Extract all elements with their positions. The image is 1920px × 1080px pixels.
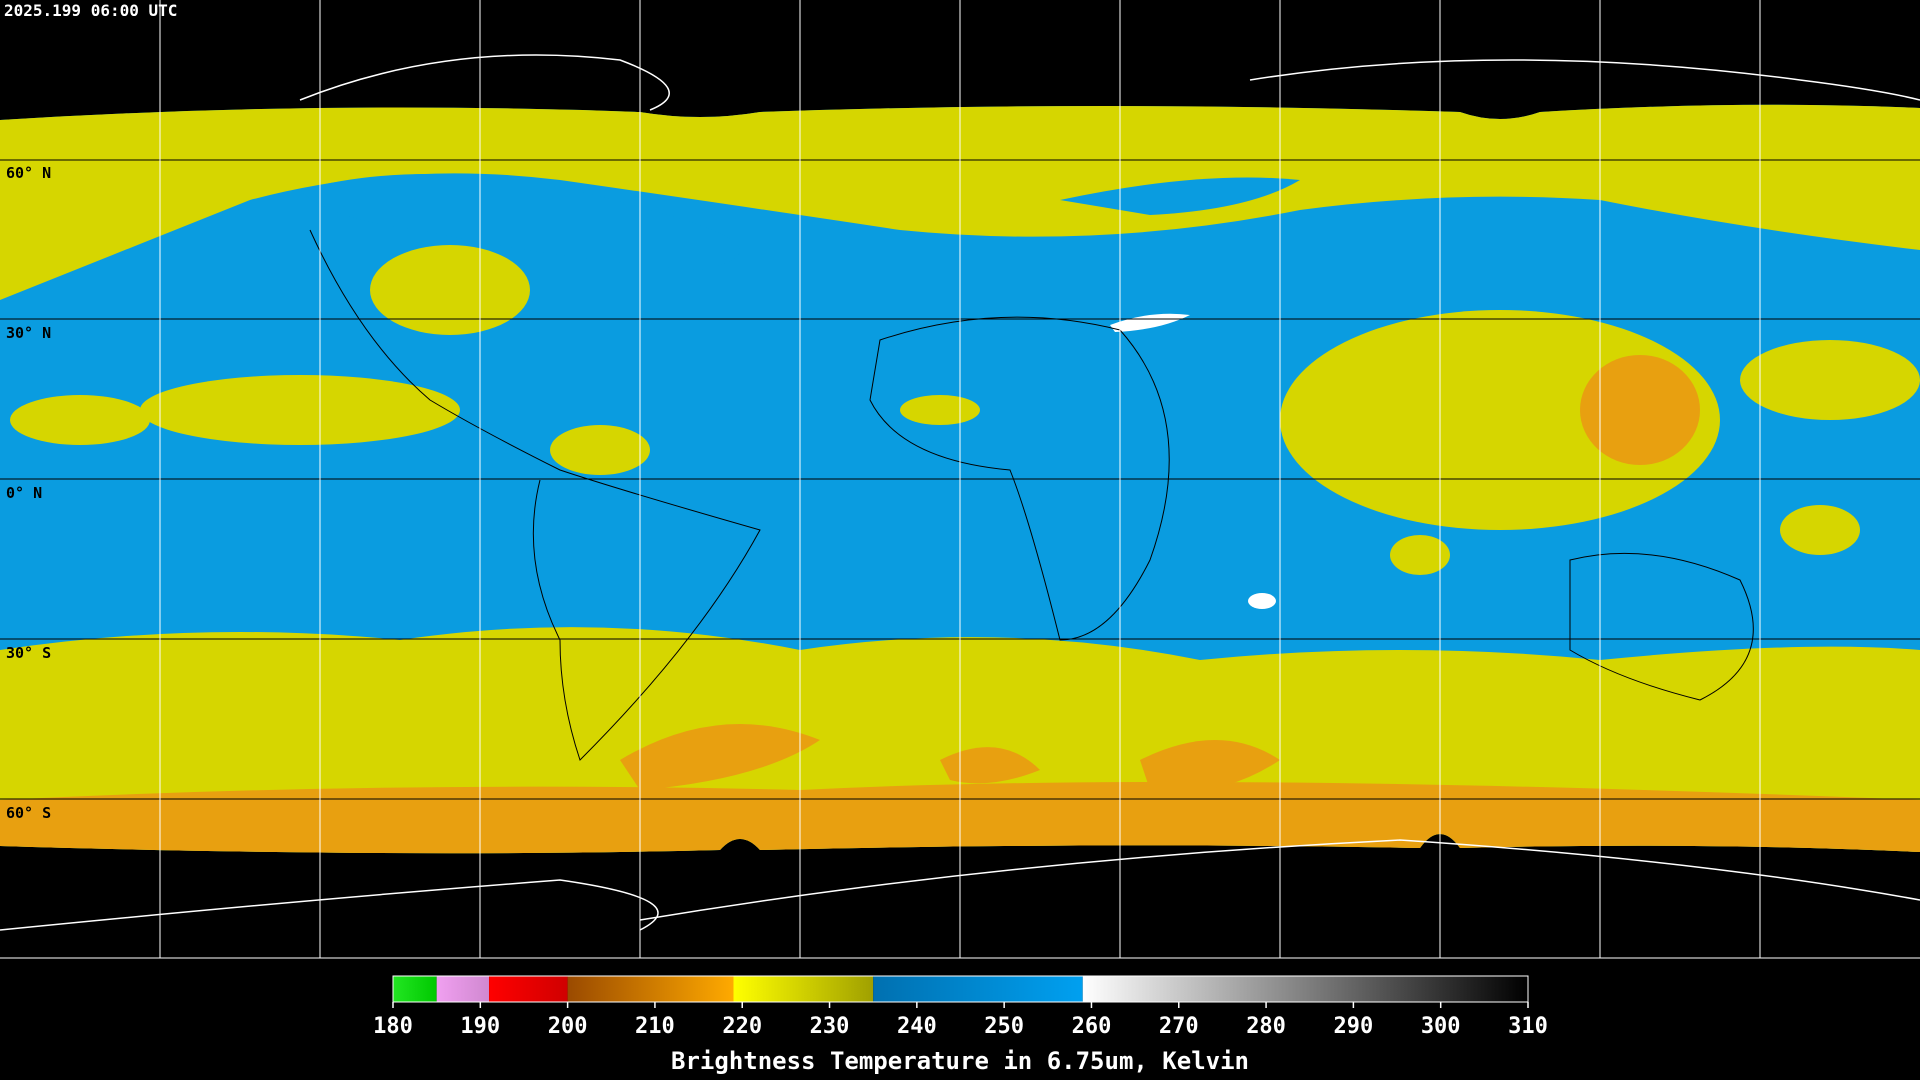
colorbar-tick-label: 280	[1246, 1014, 1286, 1039]
colorbar-tick-label: 230	[810, 1014, 850, 1039]
convection	[1390, 535, 1450, 575]
coast	[299, 54, 670, 111]
coast	[0, 839, 1920, 931]
very-dry	[1248, 593, 1276, 609]
americas	[309, 229, 761, 761]
colorbar-segment	[436, 976, 490, 1002]
convection	[370, 245, 530, 335]
colorbar-title: Brightness Temperature in 6.75um, Kelvin	[671, 1047, 1249, 1075]
colorbar-segment	[733, 976, 874, 1002]
colorbar-tick-label: 310	[1508, 1014, 1548, 1039]
colorbar-segment	[1082, 976, 1528, 1002]
typhoon	[1580, 355, 1700, 465]
lat-label: 0° N	[6, 484, 42, 502]
africa	[869, 316, 1170, 641]
colorbar: 180 190 200 210 220 230 240 250 260 270 280 290 300 3…	[373, 975, 1548, 1039]
meridians	[159, 0, 1761, 958]
colorbar-tick-label: 240	[897, 1014, 937, 1039]
convection	[900, 395, 980, 425]
lat-label: 30° N	[6, 324, 51, 342]
colorbar-segment	[567, 976, 734, 1002]
colorbar-tick-label: 210	[635, 1014, 675, 1039]
lat-label: 60° N	[6, 164, 51, 182]
convection	[140, 375, 460, 445]
colorbar-tick-label: 200	[548, 1014, 588, 1039]
colorbar-segment	[393, 976, 437, 1002]
colorbar-segment	[489, 976, 568, 1002]
colorbar-tick-label: 300	[1421, 1014, 1461, 1039]
colorbar-tick-label: 260	[1072, 1014, 1112, 1039]
dry-streak	[300, 174, 740, 270]
convection	[550, 425, 650, 475]
colorbar-tick-label: 220	[722, 1014, 762, 1039]
timestamp: 2025.199 06:00 UTC	[4, 1, 177, 20]
colorbar-tick-label: 290	[1334, 1014, 1374, 1039]
cold-cloud	[1140, 740, 1280, 792]
colorbar-frame	[392, 975, 1529, 1003]
very-dry	[1110, 313, 1190, 332]
coastlines	[0, 54, 1920, 931]
coast	[1249, 59, 1920, 101]
colorbar-tick-label: 250	[984, 1014, 1024, 1039]
convection	[10, 395, 150, 445]
colorbar-tick-label: 190	[460, 1014, 500, 1039]
lat-label: 60° S	[6, 804, 51, 822]
convection	[1740, 340, 1920, 420]
cold-cloud	[940, 747, 1040, 784]
colorbar-tick-label: 270	[1159, 1014, 1199, 1039]
cold-cloud	[620, 724, 820, 790]
australia	[1569, 552, 1754, 701]
convection	[1780, 505, 1860, 555]
lat-label: 30° S	[6, 644, 51, 662]
colorbar-tick-label: 180	[373, 1014, 413, 1039]
coastlines-dark	[309, 229, 1754, 761]
colorbar-segment	[873, 976, 1083, 1002]
